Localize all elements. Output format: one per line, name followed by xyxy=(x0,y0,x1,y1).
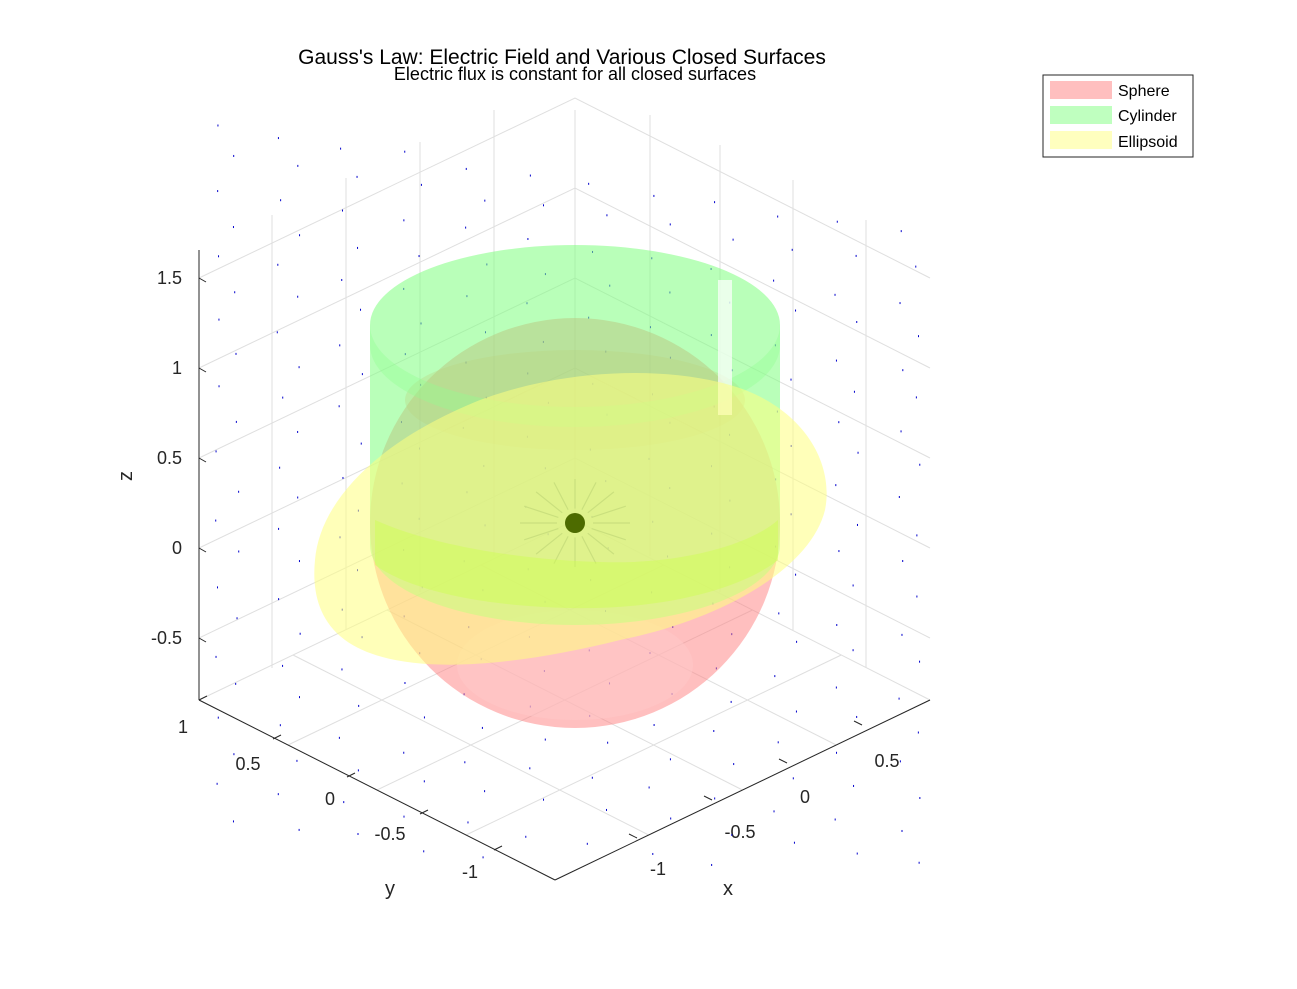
grid-floor-line xyxy=(465,654,842,836)
y-tick-label: -0.5 xyxy=(374,824,405,844)
z-tick-label: 0 xyxy=(172,538,182,558)
x-axis-line xyxy=(554,699,931,881)
legend-label-cylinder: Cylinder xyxy=(1118,108,1177,125)
y-tick-mark xyxy=(346,772,356,778)
legend-swatch-ellipsoid xyxy=(1050,131,1112,149)
legend-entry-ellipsoid: Ellipsoid xyxy=(1050,131,1178,151)
y-tick-label: 1 xyxy=(178,717,188,737)
x-tick-label: 0.5 xyxy=(874,751,899,771)
x-axis-label: x xyxy=(723,878,733,900)
y-tick-label: 0.5 xyxy=(235,754,260,774)
grid-z-level-line xyxy=(198,187,931,369)
chart-title: Gauss's Law: Electric Field and Various … xyxy=(298,46,826,69)
y-tick-mark xyxy=(419,809,429,815)
x-tick-mark xyxy=(628,833,638,839)
z-tick-mark xyxy=(198,277,207,283)
ellipsoid-band xyxy=(375,520,778,609)
z-tick-mark xyxy=(198,367,207,373)
grid-z-level-line xyxy=(198,97,931,279)
x-tick-label: -0.5 xyxy=(724,822,755,842)
legend-swatch-cylinder xyxy=(1050,106,1112,124)
legend: Sphere Cylinder Ellipsoid xyxy=(1042,74,1194,158)
legend-label-sphere: Sphere xyxy=(1118,83,1170,100)
legend-entry-sphere: Sphere xyxy=(1050,81,1170,100)
z-tick-mark xyxy=(198,547,207,553)
y-tick-mark xyxy=(493,845,503,851)
y-tick-mark xyxy=(198,695,208,701)
z-axis-label: z xyxy=(115,471,137,481)
x-tick-mark xyxy=(778,758,788,764)
y-axis-label: y xyxy=(385,878,395,900)
y-tick-label: 0 xyxy=(325,789,335,809)
x-tick-label: 0 xyxy=(800,787,810,807)
y-axis-line xyxy=(198,699,556,881)
legend-entry-cylinder: Cylinder xyxy=(1050,106,1177,125)
z-tick-label: 1.5 xyxy=(157,268,182,288)
x-tick-mark xyxy=(853,720,863,726)
legend-label-ellipsoid: Ellipsoid xyxy=(1118,134,1178,151)
z-tick-label: 1 xyxy=(172,358,182,378)
x-tick-label: -1 xyxy=(650,859,666,879)
y-tick-label: -1 xyxy=(462,862,478,882)
legend-swatch-sphere xyxy=(1050,81,1112,99)
point-charge xyxy=(565,513,585,533)
z-tick-label: 0.5 xyxy=(157,448,182,468)
cylinder-gap xyxy=(718,280,732,415)
z-tick-mark xyxy=(198,637,207,643)
z-tick-mark xyxy=(198,457,207,463)
z-tick-label: -0.5 xyxy=(151,628,182,648)
chart-subtitle: Electric flux is constant for all closed… xyxy=(394,64,756,84)
y-tick-mark xyxy=(272,734,282,740)
x-tick-mark xyxy=(703,795,713,801)
